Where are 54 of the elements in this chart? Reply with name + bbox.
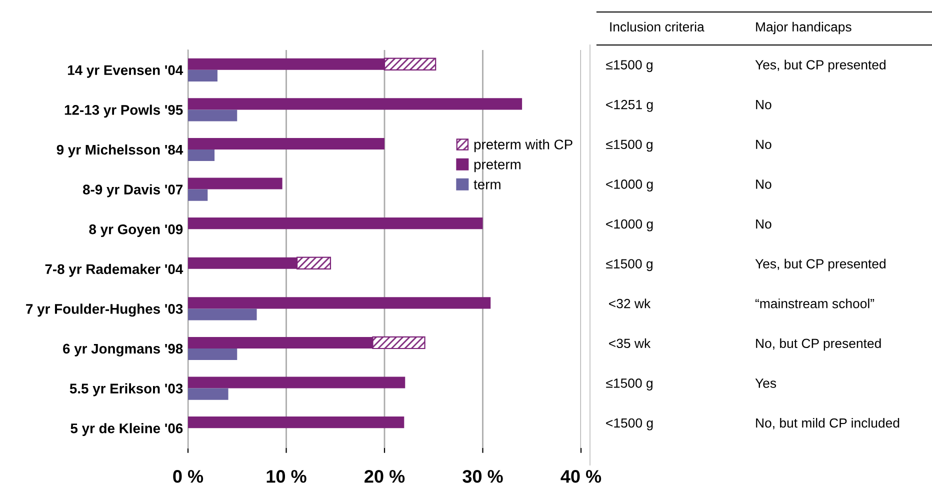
text: <1500 g xyxy=(606,418,653,430)
legend-label: preterm xyxy=(474,160,520,172)
y-tick-label: 6 yr Jongmans '98 xyxy=(63,344,183,356)
text: <1251 g xyxy=(606,100,653,112)
y-tick-label: 5 yr de Kleine '06 xyxy=(70,423,183,436)
text: No xyxy=(756,180,772,189)
y-tick-label: 5.5 yr Erikson '03 xyxy=(70,383,183,396)
text: ≤1500 g xyxy=(606,259,652,272)
bar xyxy=(188,98,522,110)
x-tick-label: 10 % xyxy=(266,470,306,483)
bar xyxy=(188,178,282,190)
bar xyxy=(188,308,257,320)
text: Yes, but CP presented xyxy=(755,258,886,272)
text: No, but mild CP included xyxy=(756,418,900,430)
text: <1000 g xyxy=(606,180,653,192)
text: <35 wk xyxy=(609,338,651,348)
text: <32 wk xyxy=(609,298,651,308)
bar xyxy=(188,297,491,309)
bar xyxy=(188,376,406,388)
text: No xyxy=(756,140,772,150)
bar xyxy=(188,416,404,428)
bar xyxy=(188,110,238,122)
legend-label: preterm with CP xyxy=(474,139,572,152)
bar xyxy=(188,150,215,162)
y-tick-label: 8-9 yr Davis '07 xyxy=(82,184,183,198)
text: Inclusion criteria xyxy=(610,22,704,32)
bar xyxy=(188,388,228,400)
text: No xyxy=(756,100,772,110)
text: ≤1500 g xyxy=(606,378,652,390)
x-tick-label: 40 % xyxy=(560,470,602,483)
text: “mainstream school” xyxy=(755,298,874,308)
text: <1000 g xyxy=(606,219,653,232)
text: Yes, but CP presented xyxy=(755,60,886,72)
y-tick-label: 7-8 yr Rademaker '04 xyxy=(45,264,184,277)
x-tick-label: 30 % xyxy=(462,470,503,483)
x-tick-label: 20 % xyxy=(364,470,405,483)
text: No, but CP presented xyxy=(756,338,881,351)
y-tick-label: 12-13 yr Powls '95 xyxy=(64,104,183,118)
text: No xyxy=(756,219,772,229)
bar xyxy=(188,348,238,360)
y-tick-label: 14 yr Evensen '04 xyxy=(68,65,184,78)
legend-label: term xyxy=(474,180,500,190)
bar xyxy=(188,138,384,150)
y-tick-label: 8 yr Goyen '09 xyxy=(89,224,183,238)
text: ≤1500 g xyxy=(606,140,652,152)
y-tick-label: 7 yr Foulder-Hughes '03 xyxy=(26,304,183,317)
x-tick-label: 0 % xyxy=(173,470,204,483)
bar xyxy=(188,70,218,82)
text: Yes xyxy=(755,378,776,388)
text: ≤1500 g xyxy=(606,60,652,72)
bar xyxy=(188,189,208,201)
y-tick-label: 9 yr Michelsson '84 xyxy=(56,144,184,158)
bar xyxy=(188,218,483,230)
text: Major handicaps xyxy=(756,22,852,34)
